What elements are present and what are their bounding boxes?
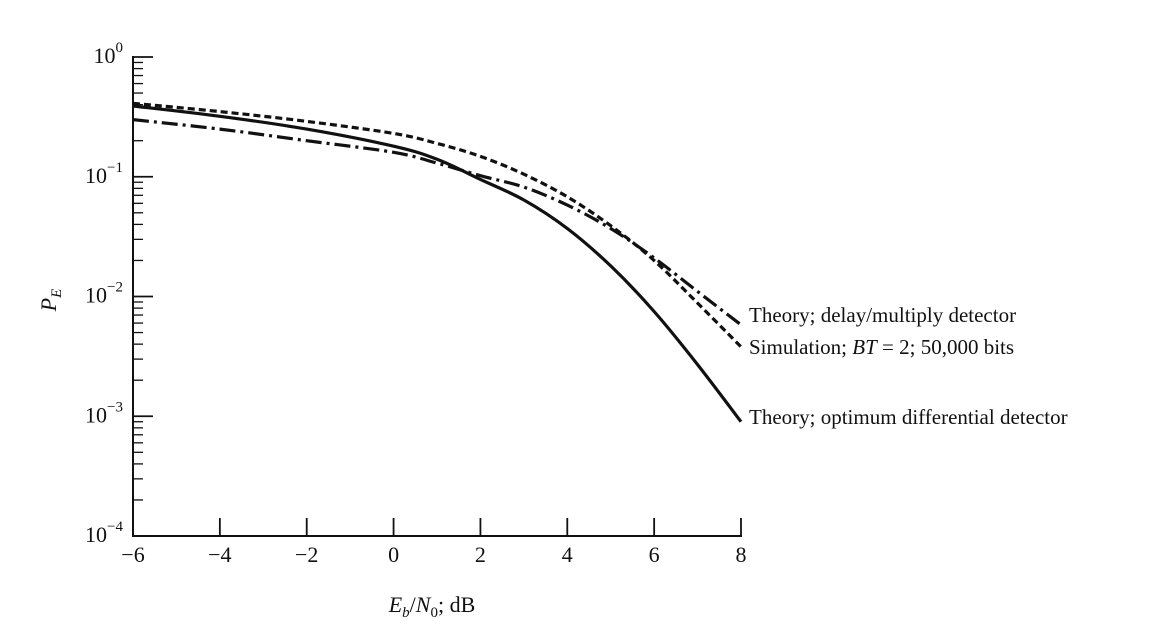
x-tick-label: −4 xyxy=(208,542,231,567)
y-tick-label: 10−2 xyxy=(85,280,123,308)
y-axis-title: PE xyxy=(36,289,65,313)
x-axis-title: Eb/N0; dB xyxy=(388,592,476,621)
y-ticks: 100 10−1 10−2 10−3 10−4 xyxy=(85,40,153,547)
legend-label-0: Theory; delay/multiply detector xyxy=(749,303,1016,327)
y-tick-label: 10−1 xyxy=(85,160,123,188)
x-tick-label: −6 xyxy=(121,542,144,567)
x-tick-label: 4 xyxy=(562,542,573,567)
series-line-0 xyxy=(132,118,742,327)
x-tick-label: 0 xyxy=(388,542,399,567)
series-line-1 xyxy=(132,101,743,348)
axes: 100 10−1 10−2 10−3 10−4 −6 −4 −2 0 2 4 6 8 xyxy=(85,40,746,567)
y-tick-label: 10−4 xyxy=(85,519,123,547)
legend-label-2: Theory; optimum differential detector xyxy=(749,405,1068,429)
x-tick-label: 8 xyxy=(736,542,747,567)
y-tick-label: 10−3 xyxy=(85,399,123,427)
legend: Theory; delay/multiply detector Simulatio… xyxy=(749,303,1068,429)
x-ticks: −6 −4 −2 0 2 4 6 8 xyxy=(121,518,747,567)
x-tick-label: 2 xyxy=(475,542,486,567)
y-tick-label: 100 xyxy=(94,40,124,68)
series-lines xyxy=(132,101,743,423)
series-line-2 xyxy=(132,104,743,423)
x-tick-label: 6 xyxy=(649,542,660,567)
x-tick-label: −2 xyxy=(295,542,318,567)
legend-label-1: Simulation; BT = 2; 50,000 bits xyxy=(749,335,1014,359)
